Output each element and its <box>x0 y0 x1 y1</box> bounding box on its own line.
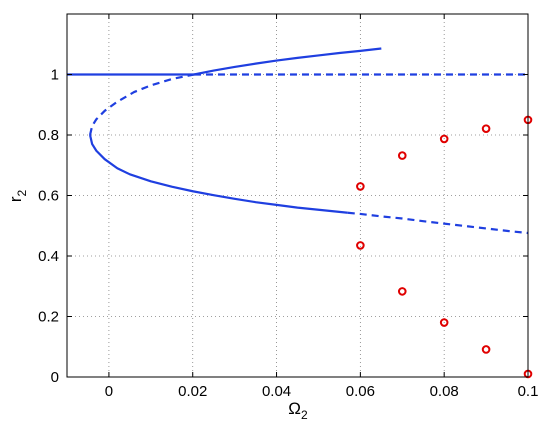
grid-lines <box>67 14 529 378</box>
y-tick-label: 0 <box>51 369 59 386</box>
y-tick-label: 0.4 <box>38 248 59 265</box>
dashed-branch-5 <box>347 211 529 235</box>
solid-branch-2 <box>193 47 382 76</box>
x-tick-label: 0.06 <box>346 383 375 400</box>
scatter-point <box>397 151 407 160</box>
scatter-point <box>481 124 491 133</box>
scatter-point <box>481 345 491 354</box>
scatter-point <box>356 241 365 250</box>
x-tick-label: 0.08 <box>430 383 459 400</box>
axis-ticks: 0 0.02 0.04 0.06 0.08 0.1 0 0.2 0.4 0.6 0.8 1 <box>38 14 538 400</box>
plot-border <box>66 13 529 378</box>
x-tick-label: 0 <box>105 383 113 400</box>
scatter-point <box>439 134 449 144</box>
solid-branch-4 <box>88 134 348 214</box>
scatter-point <box>439 318 449 327</box>
y-tick-label: 0.6 <box>38 188 59 205</box>
x-axis-label: Ω2 <box>288 399 308 422</box>
y-axis-label: r2 <box>6 190 29 203</box>
y-tick-label: 0.2 <box>38 309 59 326</box>
scatter-point <box>397 287 407 296</box>
dashed-branch-3 <box>88 73 195 136</box>
chart-series <box>67 47 533 379</box>
axes-frame <box>66 13 529 378</box>
x-tick-label: 0.04 <box>262 383 291 400</box>
x-tick-label: 0.1 <box>518 383 539 400</box>
y-tick-label: 0.8 <box>38 127 59 144</box>
y-tick-label: 1 <box>51 67 59 84</box>
x-tick-label: 0.02 <box>178 383 207 400</box>
scatter-point <box>356 182 365 191</box>
